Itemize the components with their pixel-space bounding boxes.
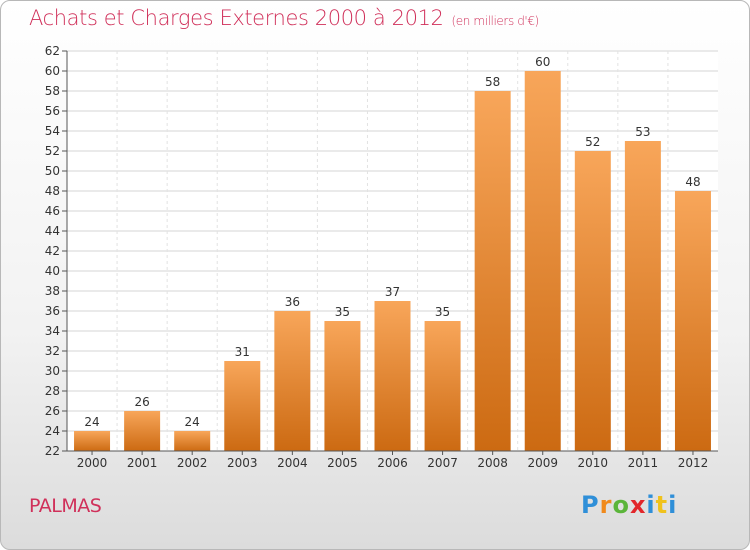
bar-value-label: 52 xyxy=(585,135,600,149)
y-tick-label: 50 xyxy=(45,164,60,178)
x-tick-label: 2003 xyxy=(227,456,258,470)
y-tick-label: 62 xyxy=(45,44,60,58)
logo-letter: x xyxy=(629,491,647,519)
bar-2002 xyxy=(174,431,211,451)
bar-value-label: 60 xyxy=(535,55,550,69)
chart-subtitle: (en milliers d'€) xyxy=(451,14,540,28)
bar-2000 xyxy=(74,431,111,451)
y-tick-label: 22 xyxy=(45,444,60,458)
y-tick-label: 54 xyxy=(45,124,60,138)
x-tick-label: 2005 xyxy=(327,456,358,470)
x-tick-label: 2011 xyxy=(628,456,659,470)
y-tick-label: 44 xyxy=(45,224,60,238)
logo-letter: t xyxy=(655,491,669,519)
y-tick-label: 60 xyxy=(45,64,60,78)
chart-title: Achats et Charges Externes 2000 à 2012 (e… xyxy=(29,6,539,30)
y-tick-label: 34 xyxy=(45,324,60,338)
bar-2012 xyxy=(674,191,711,451)
y-tick-label: 26 xyxy=(45,404,60,418)
y-tick-label: 32 xyxy=(45,344,60,358)
axis-layer: 22 24 26 28 30 32 34 36 38 40 42 44 46 48 50 52 54 56 58 60… xyxy=(45,44,718,470)
bar-2006 xyxy=(374,301,411,451)
proxiti-logo[interactable]: Proxiti xyxy=(581,491,677,519)
y-tick-label: 40 xyxy=(45,264,60,278)
bar-2007 xyxy=(424,321,461,451)
y-tick-label: 42 xyxy=(45,244,60,258)
bar-2008 xyxy=(474,91,511,451)
bar-2001 xyxy=(124,411,161,451)
x-tick-label: 2004 xyxy=(277,456,308,470)
bar-value-label: 31 xyxy=(235,345,250,359)
y-tick-label: 56 xyxy=(45,104,60,118)
bar-2010 xyxy=(574,151,611,451)
bar-value-label: 36 xyxy=(285,295,300,309)
bar-value-label: 37 xyxy=(385,285,400,299)
bar-2005 xyxy=(324,321,361,451)
logo-letter: i xyxy=(646,491,656,519)
bar-value-label: 26 xyxy=(134,395,149,409)
bars-layer: 24 26 24 31 36 35 37 35 58 60 52 53 48 xyxy=(74,55,711,451)
logo-letter: r xyxy=(599,491,613,519)
bar-2011 xyxy=(624,141,661,451)
x-tick-label: 2008 xyxy=(477,456,508,470)
bar-value-label: 53 xyxy=(635,125,650,139)
x-tick-label: 2009 xyxy=(527,456,558,470)
logo-letter: P xyxy=(581,491,600,519)
bar-value-label: 24 xyxy=(84,415,99,429)
bar-value-label: 35 xyxy=(335,305,350,319)
x-tick-label: 2001 xyxy=(127,456,158,470)
bar-value-label: 58 xyxy=(485,75,500,89)
x-tick-label: 2000 xyxy=(77,456,108,470)
y-tick-label: 24 xyxy=(45,424,60,438)
x-tick-label: 2010 xyxy=(578,456,609,470)
bar-value-label: 35 xyxy=(435,305,450,319)
logo-letter: o xyxy=(612,491,630,519)
bar-value-label: 48 xyxy=(685,175,700,189)
x-tick-label: 2012 xyxy=(678,456,709,470)
y-tick-label: 48 xyxy=(45,184,60,198)
bar-2009 xyxy=(524,71,561,451)
logo-letter: i xyxy=(668,491,678,519)
x-tick-label: 2002 xyxy=(177,456,208,470)
bar-value-label: 24 xyxy=(185,415,200,429)
y-tick-label: 46 xyxy=(45,204,60,218)
y-tick-label: 28 xyxy=(45,384,60,398)
x-tick-label: 2006 xyxy=(377,456,408,470)
commune-name: PALMAS xyxy=(29,495,102,517)
bar-2004 xyxy=(274,311,311,451)
y-tick-label: 36 xyxy=(45,304,60,318)
y-tick-label: 38 xyxy=(45,284,60,298)
y-tick-label: 30 xyxy=(45,364,60,378)
y-tick-label: 58 xyxy=(45,84,60,98)
y-tick-label: 52 xyxy=(45,144,60,158)
x-tick-label: 2007 xyxy=(427,456,458,470)
bar-2003 xyxy=(224,361,261,451)
chart-title-text: Achats et Charges Externes 2000 à 2012 xyxy=(29,6,444,30)
